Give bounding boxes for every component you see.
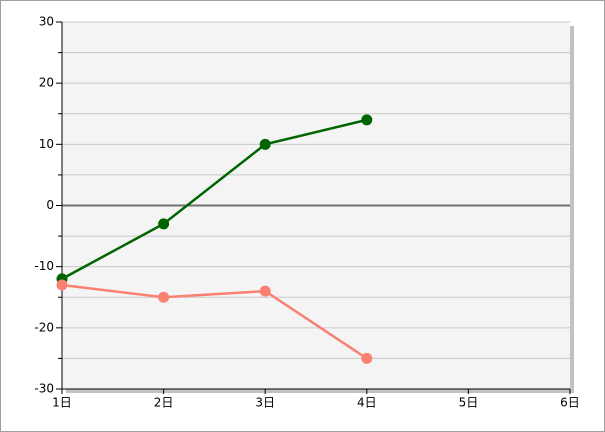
y-tick-label: 10: [39, 137, 54, 151]
data-point: [259, 285, 271, 297]
x-tick-label: 4日: [357, 396, 377, 410]
data-point: [158, 291, 170, 303]
y-tick-label: -20: [34, 320, 54, 334]
x-tick-label: 6日: [560, 396, 580, 410]
y-tick-label: 20: [39, 76, 54, 90]
y-tick-label: 0: [46, 198, 54, 212]
data-point: [259, 138, 271, 150]
data-point: [361, 352, 373, 364]
series-line: [61, 118, 368, 280]
data-point: [158, 218, 170, 230]
series-line: [61, 283, 368, 360]
data-point: [56, 279, 68, 291]
x-tick-label: 3日: [255, 396, 275, 410]
x-tick-label: 5日: [459, 396, 479, 410]
x-tick-label: 2日: [154, 396, 174, 410]
y-tick-label: 30: [39, 15, 54, 29]
data-point: [361, 114, 373, 126]
y-tick-label: -30: [34, 382, 54, 396]
x-tick-label: 1日: [52, 396, 72, 410]
y-tick-label: -10: [34, 259, 54, 273]
